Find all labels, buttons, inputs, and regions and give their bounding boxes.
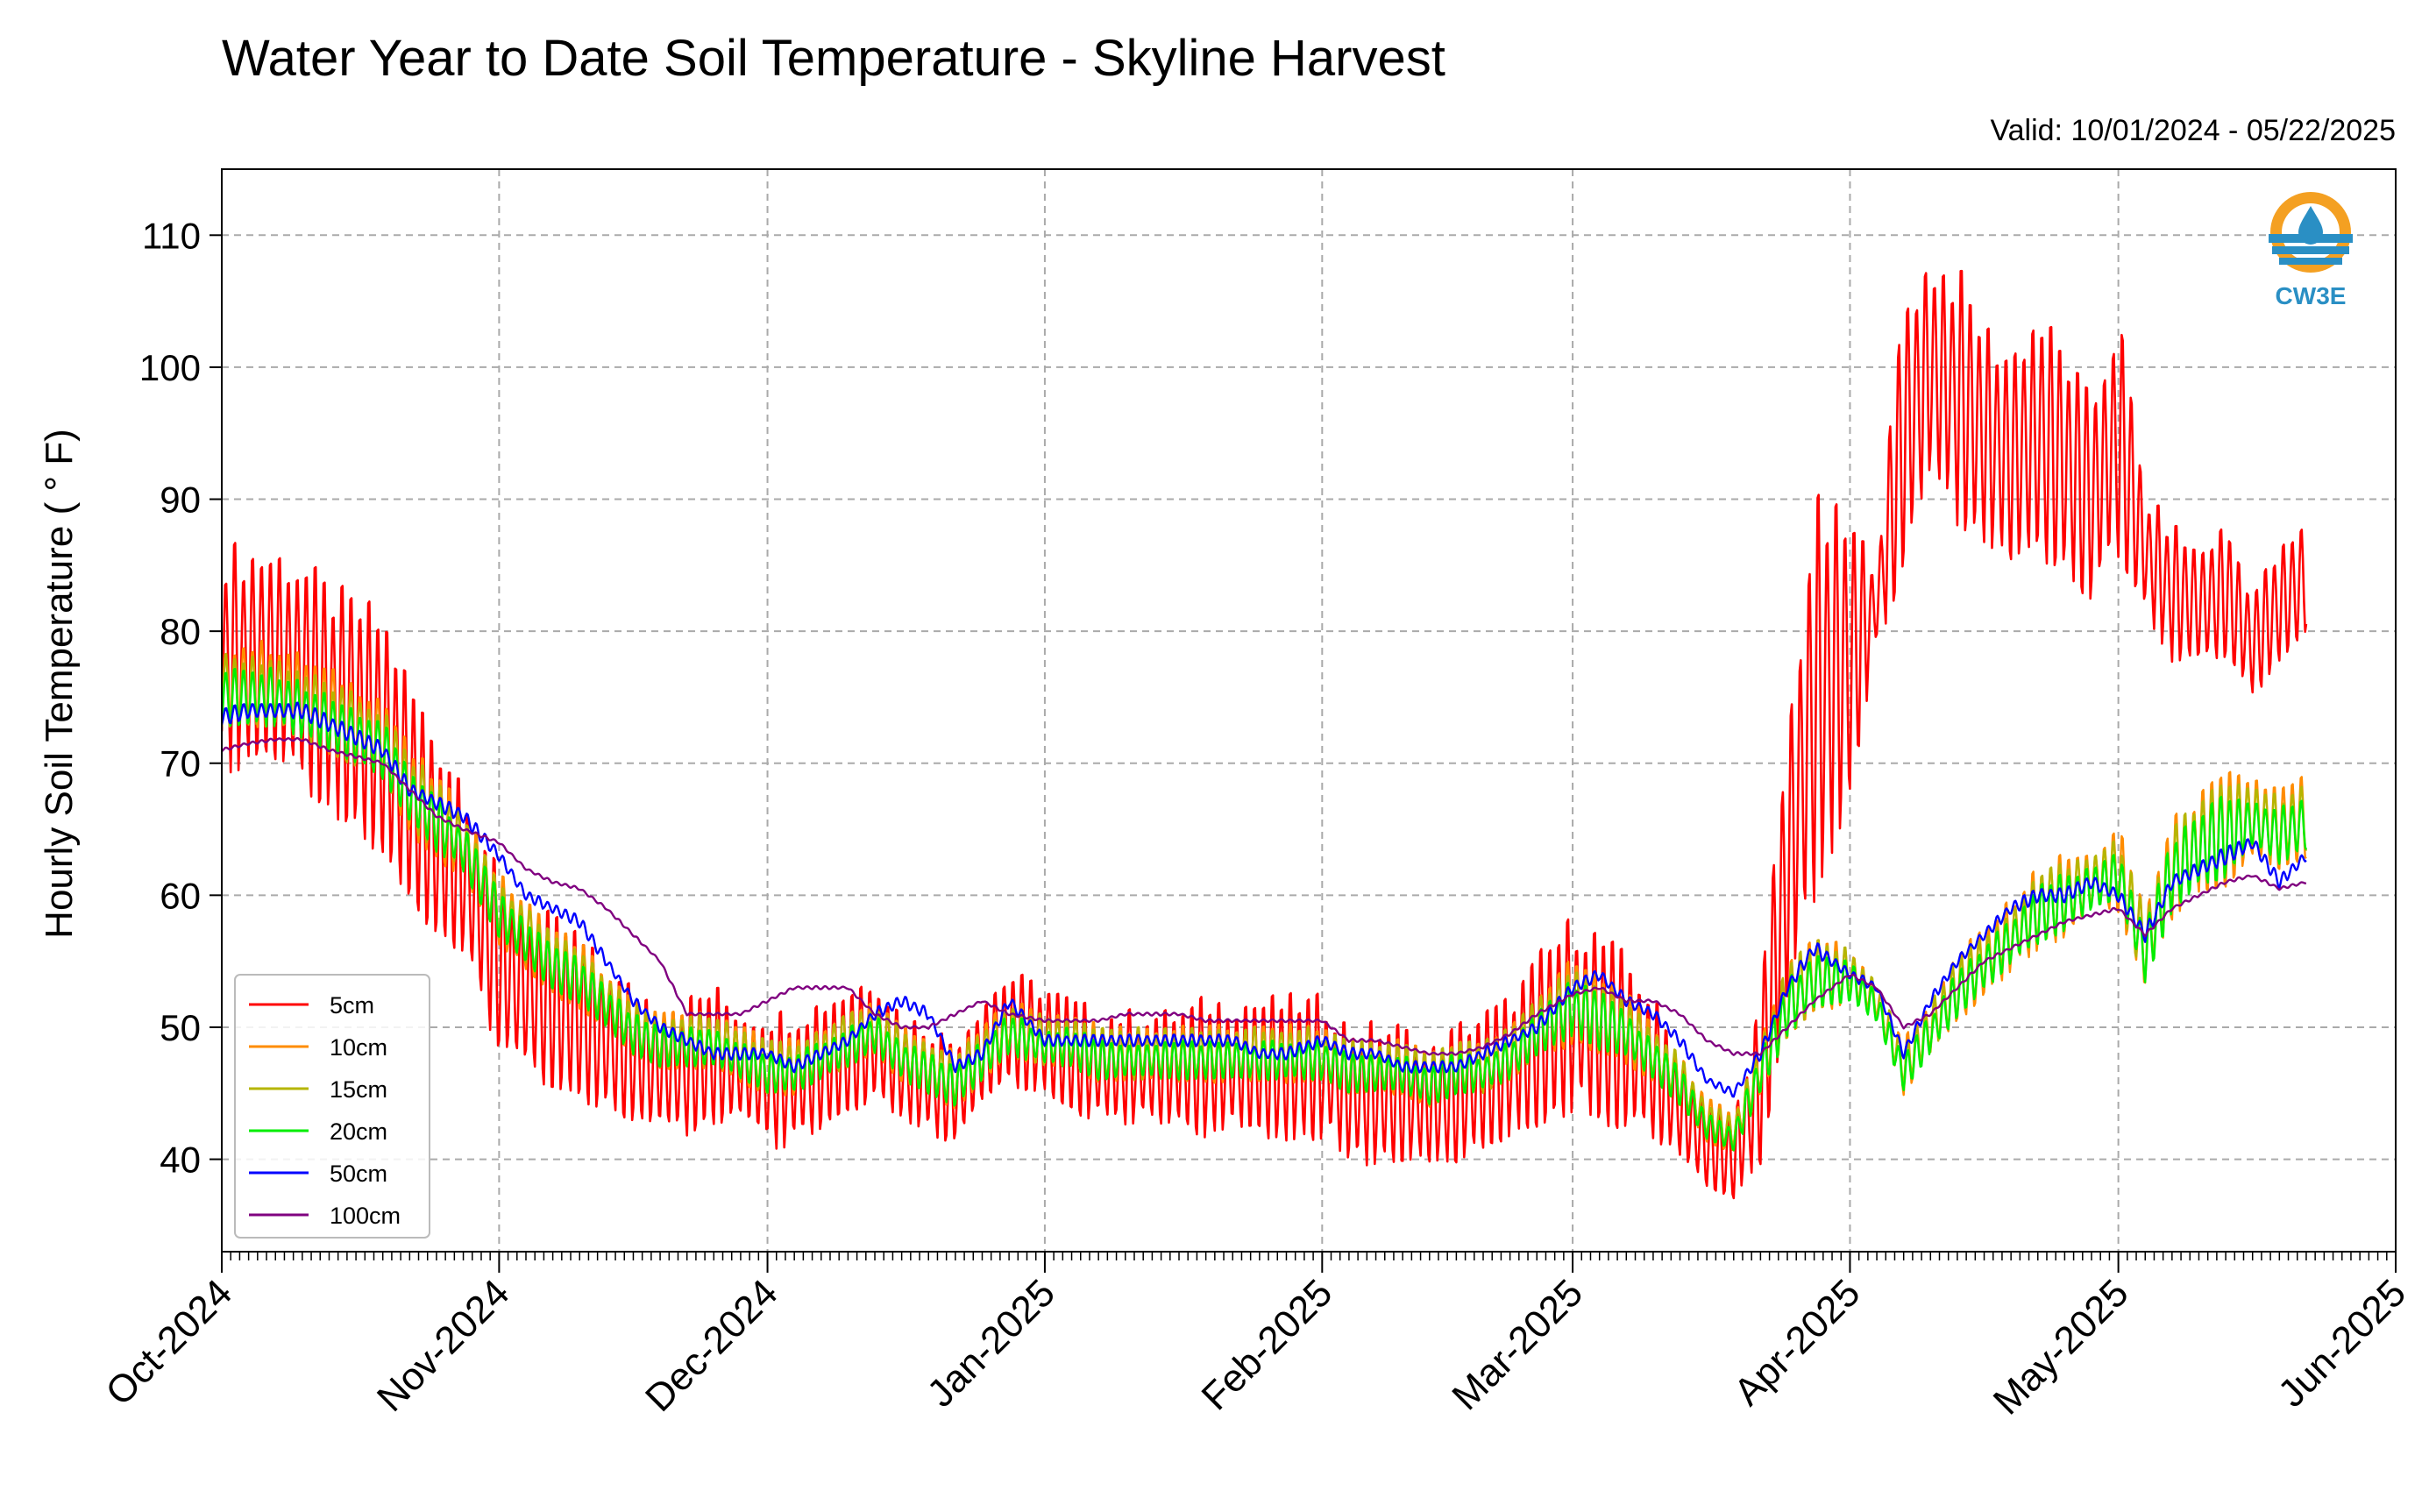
legend-label: 50cm	[330, 1161, 387, 1187]
y-tick-label: 80	[160, 611, 201, 652]
series-lines	[222, 269, 2308, 1200]
grid-lines	[221, 169, 2397, 1252]
legend-label: 15cm	[330, 1076, 387, 1103]
legend-label: 100cm	[330, 1203, 401, 1229]
x-axis-minor-ticks	[221, 1252, 2397, 1260]
series-line-50cm	[222, 701, 2307, 1098]
y-tick-label: 70	[160, 743, 201, 784]
series-line-15cm	[222, 653, 2308, 1148]
valid-date-range: Valid: 10/01/2024 - 05/22/2025	[1990, 114, 2396, 147]
x-tick-label: Dec-2024	[637, 1271, 786, 1420]
y-tick-label: 40	[160, 1139, 201, 1181]
legend-label: 20cm	[330, 1118, 387, 1145]
x-tick-label: Mar-2025	[1444, 1271, 1591, 1418]
x-tick-label: May-2025	[1985, 1271, 2137, 1423]
x-tick-label: Jun-2025	[2270, 1271, 2414, 1415]
chart-legend: 5cm 10cm 15cm 20cm 50cm 100cm	[234, 974, 430, 1239]
y-axis-ticks: 40 50 60 70 80 90 100 110	[139, 215, 222, 1181]
x-tick-label: Apr-2025	[1726, 1271, 1869, 1414]
x-axis-ticks: Oct-2024 Nov-2024 Dec-2024 Jan-2025 Feb-2025…	[97, 1252, 2414, 1423]
chart-title: Water Year to Date Soil Temperature - Sk…	[222, 30, 1445, 87]
series-line-20cm	[222, 666, 2308, 1152]
legend-label: 10cm	[330, 1034, 387, 1061]
y-tick-label: 50	[160, 1007, 201, 1048]
y-tick-label: 100	[139, 347, 201, 388]
cw3e-logo: CW3E	[2269, 192, 2353, 309]
logo-wave-icon	[2272, 246, 2349, 254]
water-drop-icon	[2298, 206, 2323, 245]
y-tick-label: 90	[160, 479, 201, 521]
y-tick-label: 60	[160, 875, 201, 916]
logo-label: CW3E	[2276, 282, 2347, 309]
legend-label: 5cm	[330, 992, 374, 1019]
logo-wave-icon	[2279, 258, 2342, 265]
x-tick-label: Jan-2025	[920, 1271, 1063, 1415]
plot-area-frame	[221, 168, 2397, 1253]
y-tick-label: 110	[142, 215, 201, 256]
series-line-100cm	[222, 737, 2307, 1056]
x-tick-label: Oct-2024	[97, 1271, 240, 1414]
y-axis-label: Hourly Soil Temperature ( ° F)	[38, 429, 81, 939]
series-line-5cm	[222, 269, 2308, 1200]
x-tick-label: Feb-2025	[1194, 1271, 1341, 1418]
x-tick-label: Nov-2024	[369, 1271, 518, 1420]
